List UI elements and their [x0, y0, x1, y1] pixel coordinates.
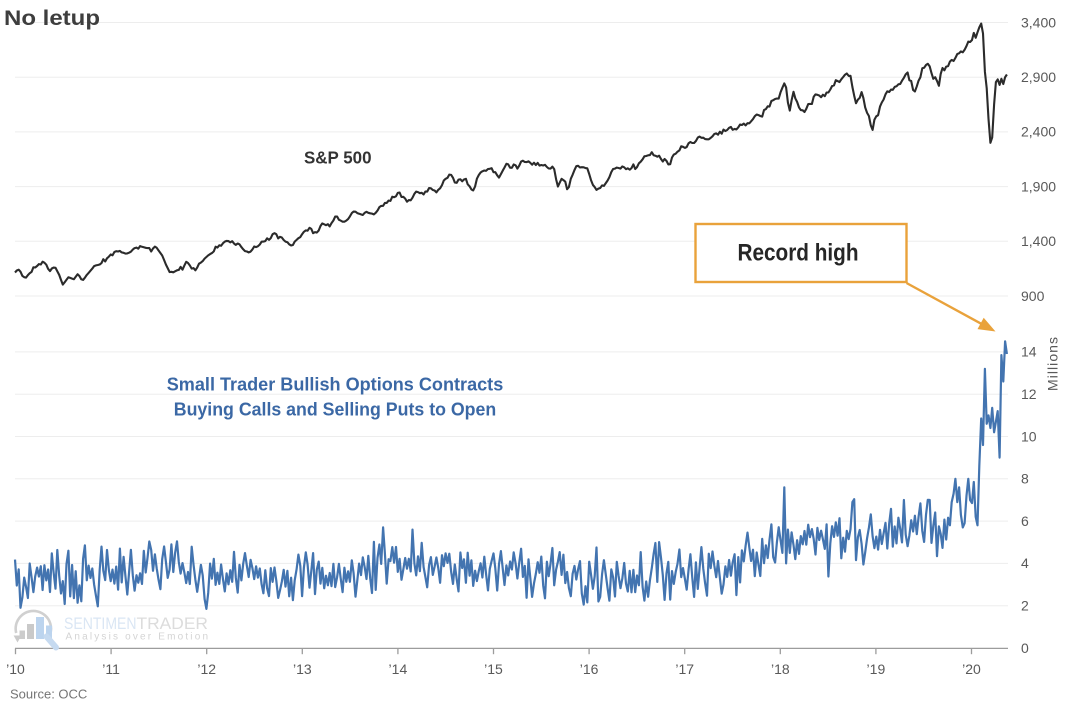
svg-text:14: 14: [1021, 344, 1037, 360]
svg-text:1,400: 1,400: [1021, 233, 1056, 249]
svg-text:12: 12: [1021, 386, 1037, 402]
svg-text:Small Trader Bullish Options C: Small Trader Bullish Options Contracts: [167, 374, 504, 395]
svg-text:10: 10: [1021, 428, 1037, 444]
svg-text:’16: ’16: [580, 661, 599, 677]
svg-text:TRADER: TRADER: [137, 615, 209, 633]
svg-text:8: 8: [1021, 471, 1029, 487]
svg-text:SENTIMEN: SENTIMEN: [64, 615, 137, 633]
svg-text:No letup: No letup: [4, 6, 100, 30]
svg-text:Source: OCC: Source: OCC: [10, 687, 87, 702]
svg-text:6: 6: [1021, 513, 1029, 529]
svg-text:’14: ’14: [389, 661, 408, 677]
svg-text:3,400: 3,400: [1021, 14, 1056, 30]
svg-text:Analysis over Emotion: Analysis over Emotion: [66, 632, 209, 643]
svg-text:’19: ’19: [867, 661, 886, 677]
svg-text:Millions: Millions: [1044, 337, 1060, 391]
svg-text:’18: ’18: [771, 661, 790, 677]
svg-text:1,900: 1,900: [1021, 178, 1056, 194]
svg-text:’17: ’17: [675, 661, 694, 677]
svg-text:2,900: 2,900: [1021, 69, 1056, 85]
svg-text:Buying Calls and Selling Puts: Buying Calls and Selling Puts to Open: [174, 399, 497, 420]
svg-text:900: 900: [1021, 288, 1045, 304]
svg-text:’12: ’12: [197, 661, 216, 677]
svg-text:’11: ’11: [102, 661, 120, 677]
svg-text:2: 2: [1021, 598, 1029, 614]
svg-text:’10: ’10: [6, 661, 25, 677]
svg-text:S&P 500: S&P 500: [304, 148, 372, 168]
svg-text:’20: ’20: [962, 661, 981, 677]
svg-text:’15: ’15: [484, 661, 503, 677]
svg-text:’13: ’13: [293, 661, 312, 677]
svg-text:Record high: Record high: [738, 240, 859, 267]
svg-text:2,400: 2,400: [1021, 124, 1056, 140]
svg-text:4: 4: [1021, 555, 1029, 571]
svg-text:0: 0: [1021, 640, 1029, 656]
